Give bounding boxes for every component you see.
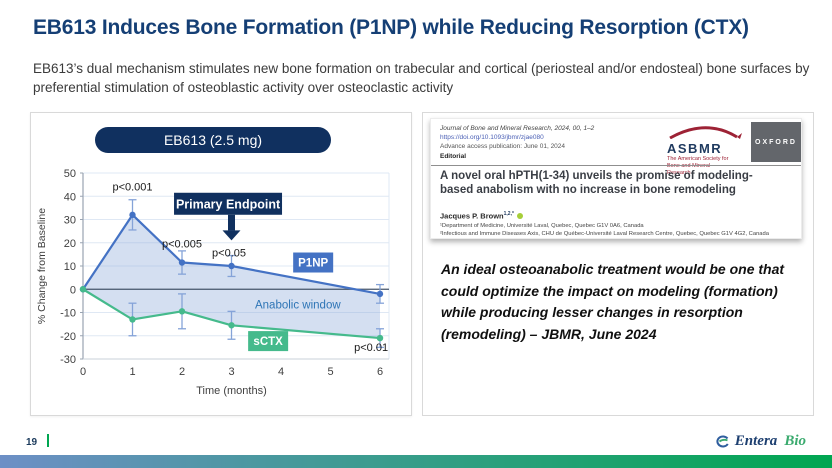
svg-text:% Change from Baseline: % Change from Baseline — [36, 208, 48, 324]
footer-gradient-bar — [0, 455, 832, 468]
publication-date: Advance access publication: June 01, 202… — [440, 142, 566, 150]
footer-divider — [47, 434, 49, 447]
svg-text:p<0.05: p<0.05 — [212, 248, 246, 260]
svg-text:Anabolic window: Anabolic window — [255, 299, 341, 311]
svg-text:-20: -20 — [60, 331, 76, 343]
doi-link: https://doi.org/10.1093/jbmr/zjae080 — [440, 133, 544, 141]
svg-text:Primary Endpoint: Primary Endpoint — [176, 197, 281, 211]
svg-text:10: 10 — [64, 261, 76, 273]
page-subtitle: EB613’s dual mechanism stimulates new bo… — [33, 61, 810, 95]
svg-text:30: 30 — [64, 215, 76, 227]
journal-meta: Journal of Bone and Mineral Research, 20… — [440, 125, 594, 162]
entera-bio-logo: Entera Bio — [714, 433, 806, 450]
brand-entera: Entera — [734, 433, 778, 449]
author-text: Jacques P. Brown — [440, 211, 504, 221]
svg-text:20: 20 — [64, 238, 76, 250]
article-type-label: Editorial — [440, 153, 467, 161]
svg-text:3: 3 — [228, 366, 234, 378]
svg-text:p<0.001: p<0.001 — [112, 181, 152, 193]
article-panel: Journal of Bone and Mineral Research, 20… — [422, 112, 814, 416]
page-number: 19 — [26, 437, 38, 448]
affiliation-1: ¹Department of Medicine, Université Lava… — [440, 223, 644, 229]
svg-text:6: 6 — [377, 366, 383, 378]
journal-clipping: Journal of Bone and Mineral Research, 20… — [430, 118, 802, 239]
journal-name: Journal of Bone and Mineral Research, 20… — [440, 125, 595, 132]
affiliation-2: ²Infectious and Immune Diseases Axis, CH… — [440, 231, 769, 238]
asbmr-wordmark: ASBMR — [667, 141, 723, 156]
chart-panel: EB613 (2.5 mg) -30 -20 -10 0 10 20 30 40 50 0 1 2 3 4… — [30, 112, 412, 416]
svg-text:P1NP: P1NP — [298, 258, 328, 270]
svg-text:0: 0 — [70, 284, 76, 296]
svg-text:2: 2 — [179, 366, 185, 378]
svg-text:5: 5 — [327, 366, 333, 378]
entera-swoosh-icon — [716, 435, 729, 448]
author-superscript: 1,2,* — [503, 211, 514, 217]
page-title: EB613 Induces Bone Formation (P1NP) whil… — [33, 16, 749, 39]
chart-title-pill: EB613 (2.5 mg) — [95, 127, 331, 153]
svg-text:-30: -30 — [60, 354, 76, 366]
svg-text:40: 40 — [64, 191, 76, 203]
author-name: Jacques P. Brown1,2,* — [440, 211, 523, 221]
svg-text:sCTX: sCTX — [253, 336, 283, 348]
orcid-icon — [516, 212, 523, 219]
asbmr-logo: ASBMR The American Society for Bone and … — [667, 124, 747, 177]
svg-text:p<0.005: p<0.005 — [162, 238, 202, 250]
affiliations: ¹Department of Medicine, Université Lava… — [440, 222, 795, 239]
svg-text:4: 4 — [278, 366, 284, 378]
article-title: A novel oral hPTH(1-34) unveils the prom… — [440, 170, 753, 196]
quote-text: An ideal osteoanabolic treatment would b… — [441, 261, 785, 343]
svg-text:p<0.01: p<0.01 — [354, 342, 388, 354]
svg-text:50: 50 — [64, 168, 76, 180]
oxford-logo: OXFORD — [751, 122, 801, 162]
clip-divider — [431, 165, 801, 166]
asbmr-arc-icon — [669, 126, 742, 140]
asbmr-tagline: The American Society for Bone and Minera… — [667, 156, 729, 177]
svg-text:Time (months): Time (months) — [196, 385, 267, 397]
svg-text:0: 0 — [80, 366, 86, 378]
line-chart: -30 -20 -10 0 10 20 30 40 50 0 1 2 3 4 5 6 Time (months)… — [36, 168, 390, 397]
svg-text:1: 1 — [129, 366, 135, 378]
brand-bio: Bio — [784, 433, 806, 449]
svg-text:-10: -10 — [60, 308, 76, 320]
